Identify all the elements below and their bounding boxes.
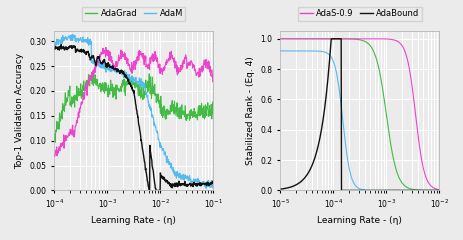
Legend: AdaS-0.9, AdaBound: AdaS-0.9, AdaBound — [297, 7, 421, 21]
Legend: AdaGrad, AdaM: AdaGrad, AdaM — [82, 7, 185, 21]
X-axis label: Learning Rate - (η): Learning Rate - (η) — [317, 216, 401, 225]
Y-axis label: Top-1 Validation Accuracy: Top-1 Validation Accuracy — [15, 53, 24, 169]
X-axis label: Learning Rate - (η): Learning Rate - (η) — [91, 216, 176, 225]
Y-axis label: Stabilized Rank - (Eq. 4): Stabilized Rank - (Eq. 4) — [245, 56, 254, 165]
